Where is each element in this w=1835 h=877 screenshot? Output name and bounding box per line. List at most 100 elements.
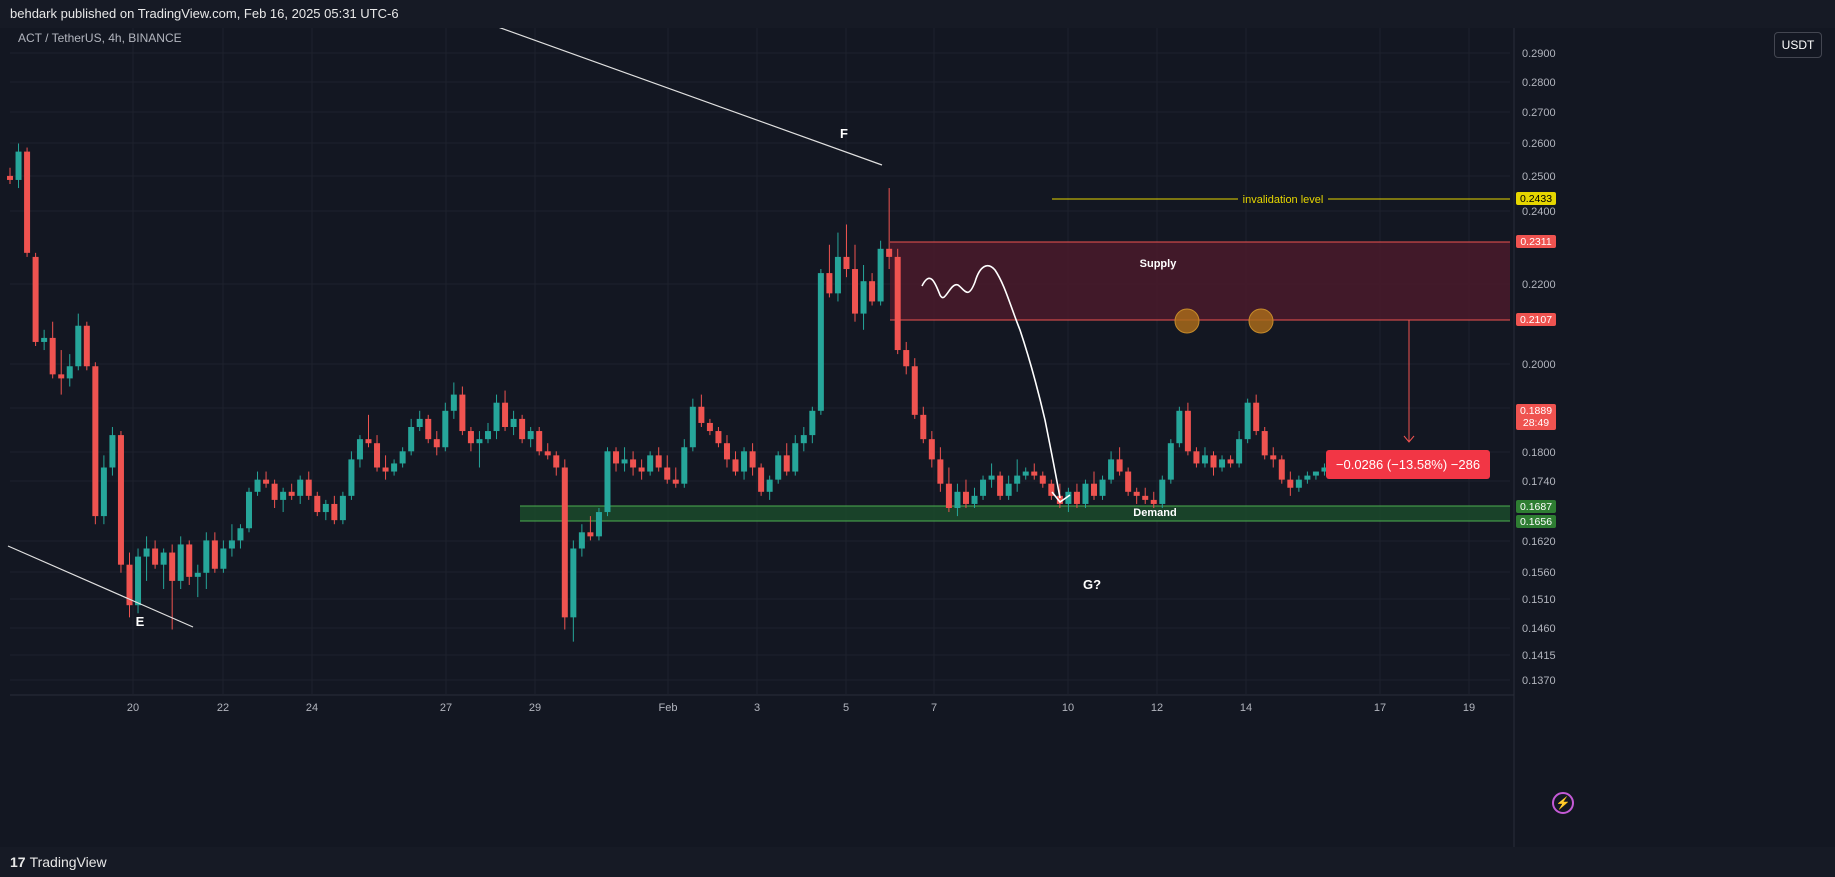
candle-body <box>228 540 235 549</box>
candle-body <box>911 366 918 415</box>
tradingview-footer: 17 TradingView <box>0 847 1835 877</box>
zones: Supply Demand invalidation level <box>520 194 1510 522</box>
candle-body <box>280 491 287 500</box>
candle-body <box>1159 479 1166 504</box>
candle-body <box>41 337 48 342</box>
y-tick-label: 0.2200 <box>1522 279 1556 291</box>
candle-body <box>391 463 398 472</box>
candle-body <box>365 439 372 444</box>
candle-body <box>49 337 56 375</box>
candle-body <box>980 479 987 496</box>
demand-zone <box>520 506 1510 521</box>
candle-body <box>186 544 193 577</box>
candle-body <box>1321 467 1328 472</box>
candle-body <box>962 491 969 504</box>
candle-body <box>1193 451 1200 464</box>
candle-body <box>1108 459 1115 480</box>
candles <box>7 143 1336 642</box>
candle-body <box>1142 495 1149 500</box>
measure-arrowhead <box>1403 435 1415 443</box>
candle-body <box>741 451 748 472</box>
candle-body <box>834 256 841 294</box>
candle-body <box>570 548 577 618</box>
x-tick-label: 24 <box>306 702 318 714</box>
candle-body <box>1312 471 1319 476</box>
candle-body <box>1167 443 1174 480</box>
candle-body <box>92 366 99 517</box>
x-tick-label: 7 <box>931 702 937 714</box>
y-tick-label: 0.2900 <box>1522 48 1556 60</box>
x-tick-label: 14 <box>1240 702 1252 714</box>
supply-upper-tag-text: 0.2311 <box>1520 236 1551 248</box>
candle-body <box>399 451 406 464</box>
wave-label-g: G? <box>1083 577 1101 592</box>
candle-body <box>758 467 765 492</box>
candle-body <box>331 503 338 521</box>
candle-body <box>672 479 679 484</box>
y-tick-label: 0.1620 <box>1522 536 1556 548</box>
x-tick-label: 3 <box>754 702 760 714</box>
candle-body <box>766 479 773 492</box>
candle-body <box>544 451 551 456</box>
candle-body <box>476 439 483 444</box>
candle-body <box>800 435 807 444</box>
candle-body <box>732 459 739 472</box>
candle-body <box>493 402 500 432</box>
candle-body <box>928 439 935 460</box>
demand-lower-tag-text: 0.1656 <box>1520 516 1552 528</box>
y-tick-label: 0.1560 <box>1522 567 1556 579</box>
candle-body <box>655 455 662 468</box>
wave-label-e: E <box>136 614 145 629</box>
candle-body <box>211 540 218 569</box>
tradingview-logo[interactable]: 17 TradingView <box>0 847 107 877</box>
drawings: −0.0286 (−13.58%) −286 E F G? <box>7 28 1490 629</box>
candle-body <box>1261 431 1268 456</box>
candle-body <box>920 414 927 440</box>
candle-body <box>945 483 952 508</box>
candle-body <box>425 418 432 440</box>
projection-path <box>921 265 1061 499</box>
candle-body <box>1236 439 1243 464</box>
invalidation-price-tag-text: 0.2433 <box>1520 193 1552 205</box>
candle-body <box>1270 455 1277 460</box>
demand-label: Demand <box>1133 507 1176 519</box>
candle-body <box>792 443 799 472</box>
currency-button[interactable]: USDT <box>1774 32 1822 58</box>
y-tick-label: 0.2600 <box>1522 138 1556 150</box>
candle-body <box>83 325 90 367</box>
supply-lower-tag-bg <box>1516 313 1556 326</box>
x-tick-label: 17 <box>1374 702 1386 714</box>
supply-zone <box>890 242 1510 320</box>
supply-lower-tag-text: 0.2107 <box>1520 314 1552 326</box>
candle-body <box>510 418 517 427</box>
candle-body <box>339 495 346 521</box>
symbol-info: ACT / TetherUS, 4h, BINANCE <box>18 31 182 45</box>
candle-body <box>24 151 31 253</box>
candle-body <box>1150 499 1157 504</box>
candle-body <box>681 447 688 484</box>
candle-body <box>903 350 910 367</box>
y-tick-label: 0.1370 <box>1522 675 1556 687</box>
trendline-lower <box>7 545 194 628</box>
demand-upper-tag-text: 0.1687 <box>1520 501 1552 513</box>
lightning-icon[interactable]: ⚡ <box>1552 792 1574 814</box>
measure-box <box>1326 450 1490 479</box>
y-tick-label: 0.1510 <box>1522 594 1556 606</box>
candle-body <box>954 491 961 508</box>
last-price-tag-text: 0.1889 <box>1520 405 1552 417</box>
candle-body <box>877 248 884 302</box>
candle-body <box>484 431 491 440</box>
candle-body <box>143 548 150 557</box>
demand-lower-tag-bg <box>1516 515 1556 528</box>
candle-body <box>1014 475 1021 484</box>
price-axis[interactable]: 0.2900 0.2800 0.2700 0.2600 0.2500 0.2400 0.22… <box>1516 48 1556 687</box>
candle-body <box>1210 455 1217 468</box>
price-chart[interactable]: Supply Demand invalidation level −0.0286 (… <box>0 28 1835 847</box>
time-axis[interactable]: 20 22 24 27 29 Feb 3 5 7 10 12 14 17 19 <box>127 702 1475 714</box>
y-tick-label: 0.2700 <box>1522 107 1556 119</box>
candle-body <box>698 406 705 423</box>
candle-body <box>1125 471 1132 492</box>
candle-body <box>527 431 534 440</box>
candle-body <box>75 325 82 367</box>
candle-body <box>1065 491 1072 504</box>
